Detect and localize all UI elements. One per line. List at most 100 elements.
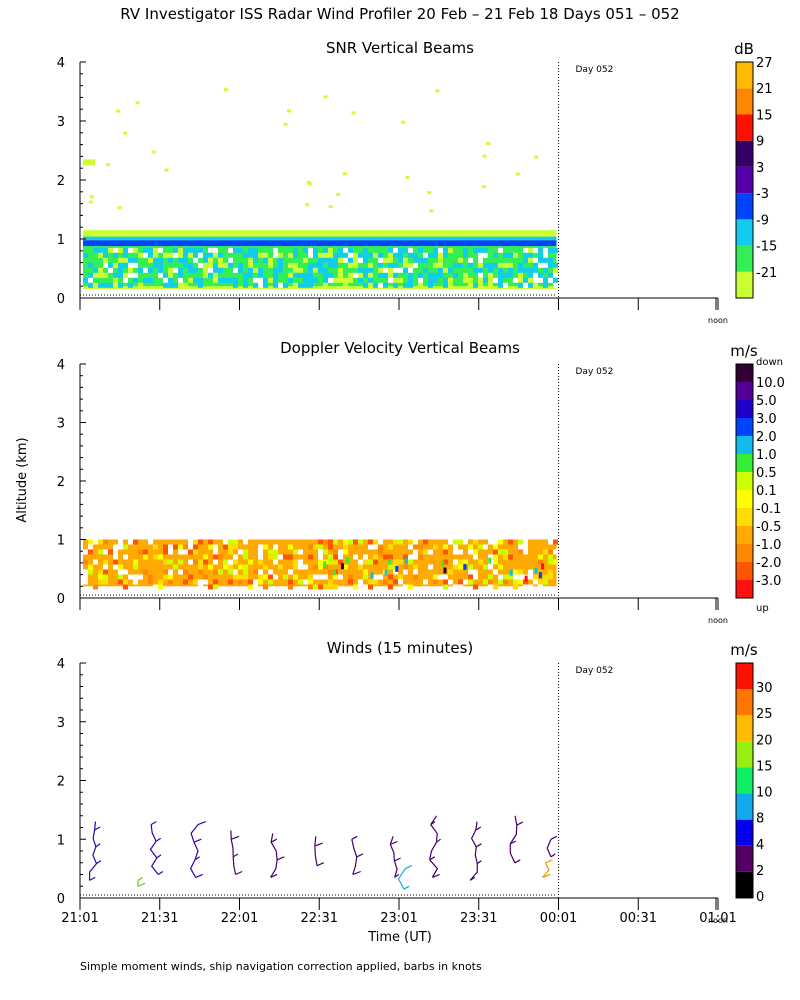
colorbar-tick-label: -15	[756, 240, 777, 255]
doppler-cell	[398, 559, 403, 565]
snr-cell	[193, 267, 198, 273]
figure-title: RV Investigator ISS Radar Wind Profiler …	[120, 5, 679, 23]
doppler-cell	[153, 544, 158, 550]
doppler-cell	[458, 584, 463, 590]
snr-cell	[238, 267, 243, 273]
snr-cell	[498, 277, 503, 283]
snr-cell	[198, 282, 203, 288]
doppler-cell	[243, 564, 248, 570]
doppler-cell	[213, 584, 218, 590]
doppler-cell	[178, 544, 183, 550]
doppler-cell	[441, 560, 445, 567]
snr-cell	[248, 272, 253, 278]
snr-cell	[273, 267, 278, 273]
doppler-cell	[183, 579, 188, 585]
doppler-cell	[433, 579, 438, 585]
doppler-cell	[443, 584, 448, 590]
doppler-cell	[333, 559, 338, 565]
snr-cell	[508, 267, 513, 273]
snr-cell	[433, 252, 438, 258]
snr-cell	[553, 267, 558, 273]
snr-cell	[188, 247, 193, 253]
snr-cell	[328, 262, 333, 268]
doppler-cell	[308, 574, 313, 580]
snr-cell	[498, 267, 503, 273]
snr-cell	[93, 272, 98, 278]
snr-cell	[423, 252, 428, 258]
snr-speckle	[117, 206, 122, 210]
snr-cell	[113, 262, 118, 268]
snr-cell	[273, 282, 278, 288]
doppler-cell	[303, 564, 308, 570]
doppler-cell	[428, 549, 433, 555]
snr-cell	[208, 267, 213, 273]
doppler-cell	[168, 549, 173, 555]
doppler-cell	[338, 554, 343, 560]
doppler-cell	[183, 549, 188, 555]
snr-cell	[548, 272, 553, 278]
doppler-cell	[318, 539, 323, 545]
snr-layer-strong	[83, 240, 557, 247]
doppler-cell	[538, 584, 543, 590]
doppler-cell	[133, 559, 138, 565]
snr-cell	[178, 257, 183, 263]
doppler-cell	[188, 574, 193, 580]
doppler-cell	[323, 549, 328, 555]
doppler-cell	[463, 539, 468, 545]
doppler-cell	[278, 554, 283, 560]
doppler-cell	[223, 539, 228, 545]
noon-label: noon	[708, 616, 728, 625]
doppler-cell	[363, 584, 368, 590]
snr-cell	[323, 267, 328, 273]
snr-cell	[203, 252, 208, 258]
colorbar-swatch	[736, 245, 753, 272]
snr-cell	[523, 257, 528, 263]
doppler-cell	[363, 554, 368, 560]
snr-cell	[163, 277, 168, 283]
doppler-cell	[113, 564, 118, 570]
doppler-cell	[238, 579, 243, 585]
snr-cell	[523, 267, 528, 273]
doppler-cell	[453, 544, 458, 550]
doppler-cell	[83, 559, 88, 565]
snr-cell	[188, 267, 193, 273]
snr-cell	[418, 282, 423, 288]
snr-cell	[248, 257, 253, 263]
snr-cell	[393, 272, 398, 278]
doppler-cell	[433, 574, 438, 580]
snr-cell	[528, 282, 533, 288]
snr-cell	[323, 272, 328, 278]
doppler-cell	[473, 574, 478, 580]
snr-cell	[488, 262, 493, 268]
doppler-cell	[448, 579, 453, 585]
doppler-cell	[463, 559, 468, 565]
winds-colorbar: m/s 0 2 4 8 10 15 20 25 30	[730, 641, 772, 905]
snr-cell	[303, 277, 308, 283]
snr-cell	[143, 267, 148, 273]
snr-cell	[528, 267, 533, 273]
y-tick-label: 4	[57, 56, 65, 71]
snr-cell	[228, 262, 233, 268]
doppler-cell	[288, 569, 293, 575]
doppler-cell	[498, 579, 503, 585]
colorbar-tick-label: -3	[756, 187, 769, 202]
colorbar-swatch	[736, 472, 753, 490]
snr-cell	[253, 267, 258, 273]
snr-cell	[123, 277, 128, 283]
doppler-cell	[308, 579, 313, 585]
snr-cell	[533, 247, 538, 253]
doppler-cell	[233, 554, 238, 560]
snr-cell	[453, 262, 458, 268]
doppler-cell	[413, 539, 418, 545]
snr-cell	[443, 247, 448, 253]
snr-cell	[463, 247, 468, 253]
snr-cell	[128, 282, 133, 288]
colorbar-tick-label: -2.0	[756, 556, 781, 571]
doppler-cell	[518, 569, 523, 575]
doppler-cell	[333, 584, 338, 590]
snr-cell	[473, 282, 478, 288]
snr-cell	[133, 272, 138, 278]
snr-cell	[393, 262, 398, 268]
doppler-cell	[183, 544, 188, 550]
doppler-cell	[163, 569, 168, 575]
